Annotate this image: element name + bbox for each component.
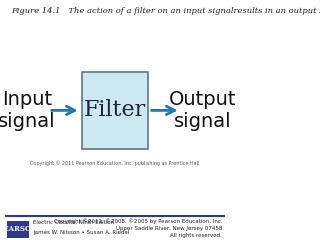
Text: Input
signal: Input signal: [0, 90, 56, 131]
Text: PEARSON: PEARSON: [0, 225, 38, 233]
Text: Filter: Filter: [84, 99, 146, 121]
Text: James W. Nilsson • Susan A. Riedel: James W. Nilsson • Susan A. Riedel: [33, 230, 130, 235]
Text: Upper Saddle River, New Jersey 07458: Upper Saddle River, New Jersey 07458: [116, 226, 222, 231]
FancyBboxPatch shape: [7, 221, 29, 238]
Bar: [5, 216, 225, 240]
Text: Output
signal: Output signal: [169, 90, 236, 131]
Text: Copyright © 2011 Pearson Education, Inc. publishing as Prentice Hall: Copyright © 2011 Pearson Education, Inc.…: [30, 160, 199, 166]
Text: Figure 14.1   The action of a filter on an input signalresults in an output sign: Figure 14.1 The action of a filter on an…: [12, 7, 320, 15]
Text: Copyright ©2011, ©2008, ©2005 by Pearson Education, Inc.: Copyright ©2011, ©2008, ©2005 by Pearson…: [54, 218, 222, 224]
FancyBboxPatch shape: [82, 72, 148, 149]
Text: Electric Circuits, Ninth Edition: Electric Circuits, Ninth Edition: [33, 220, 115, 224]
Text: All rights reserved.: All rights reserved.: [171, 233, 222, 238]
